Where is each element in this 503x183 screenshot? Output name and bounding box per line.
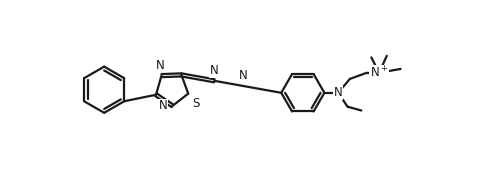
Text: N: N bbox=[334, 86, 343, 99]
Text: N: N bbox=[210, 64, 219, 77]
Text: N: N bbox=[155, 59, 164, 72]
Text: S: S bbox=[192, 97, 200, 110]
Text: N$^+$: N$^+$ bbox=[370, 65, 388, 81]
Text: N: N bbox=[158, 99, 167, 112]
Text: N: N bbox=[239, 69, 247, 82]
